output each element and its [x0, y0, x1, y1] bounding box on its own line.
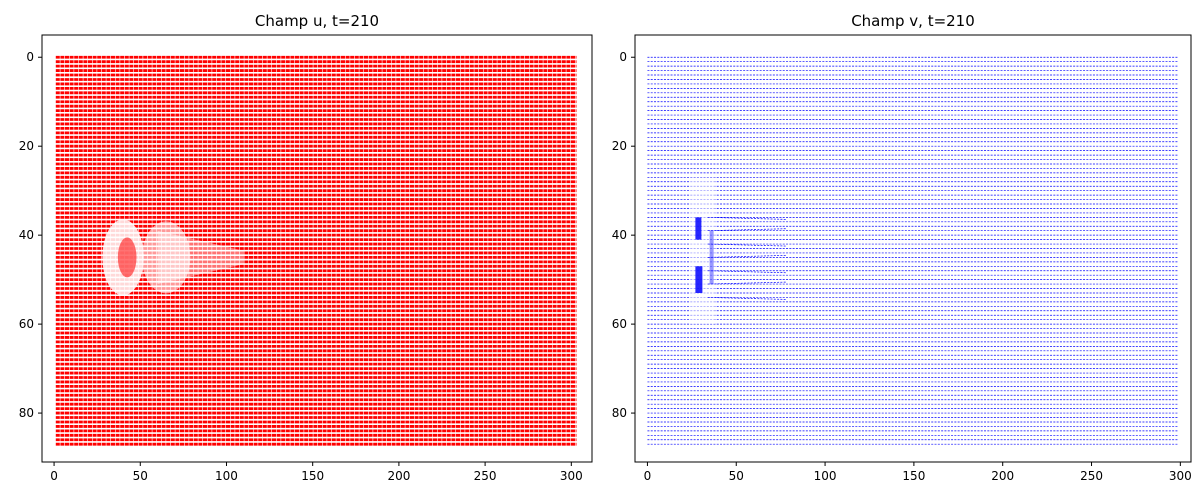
plot-area — [55, 55, 577, 446]
x-tick-label: 200 — [991, 469, 1014, 483]
y-tick-label: 0 — [26, 50, 34, 64]
x-tick-label: 100 — [215, 469, 238, 483]
y-axis: 0 20 40 60 80 — [19, 50, 42, 420]
x-tick-label: 250 — [1080, 469, 1103, 483]
vector-rows — [55, 55, 577, 446]
y-tick-label: 0 — [619, 50, 627, 64]
axes-frame — [41, 34, 593, 463]
chart-title: Champ u, t=210 — [255, 12, 379, 30]
x-tick-label: 250 — [474, 469, 497, 483]
x-tick-label: 0 — [644, 469, 652, 483]
x-tick-label: 300 — [560, 469, 583, 483]
y-tick-label: 20 — [19, 139, 34, 153]
wake-tail — [157, 230, 244, 285]
wake-jet-upper — [695, 217, 702, 240]
x-tick-label: 100 — [814, 469, 837, 483]
y-tick-label: 20 — [612, 139, 627, 153]
panel-u-field: Champ u, t=210 0 50 100 150 200 250 300 0 20 40 60… — [19, 12, 593, 483]
y-tick-label: 80 — [612, 406, 627, 420]
wake-trail — [142, 221, 191, 294]
plot-area — [647, 56, 1179, 445]
wake-region — [102, 219, 244, 296]
x-tick-label: 50 — [729, 469, 744, 483]
x-tick-label: 0 — [50, 469, 58, 483]
x-tick-label: 150 — [301, 469, 324, 483]
vector-rows — [647, 56, 1179, 445]
y-tick-label: 40 — [19, 228, 34, 242]
wake-core — [690, 177, 715, 325]
y-tick-label: 80 — [19, 406, 34, 420]
y-tick-label: 60 — [19, 317, 34, 331]
y-axis: 0 20 40 60 80 — [612, 50, 635, 420]
x-tick-label: 50 — [133, 469, 148, 483]
x-tick-label: 300 — [1169, 469, 1192, 483]
y-tick-label: 40 — [612, 228, 627, 242]
x-axis: 0 50 100 150 200 250 300 — [50, 462, 583, 483]
axes-frame — [634, 34, 1192, 463]
wake-jet-lower — [695, 266, 703, 293]
wake-inner — [117, 237, 137, 278]
x-tick-label: 150 — [902, 469, 925, 483]
wake-secondary — [709, 230, 714, 285]
chart-title: Champ v, t=210 — [851, 12, 975, 30]
wake-region — [690, 177, 786, 325]
panel-v-field: Champ v, t=210 0 50 100 150 200 250 300 0 20 40 60… — [612, 12, 1192, 483]
y-tick-label: 60 — [612, 317, 627, 331]
x-axis: 0 50 100 150 200 250 300 — [644, 462, 1192, 483]
x-tick-label: 200 — [387, 469, 410, 483]
